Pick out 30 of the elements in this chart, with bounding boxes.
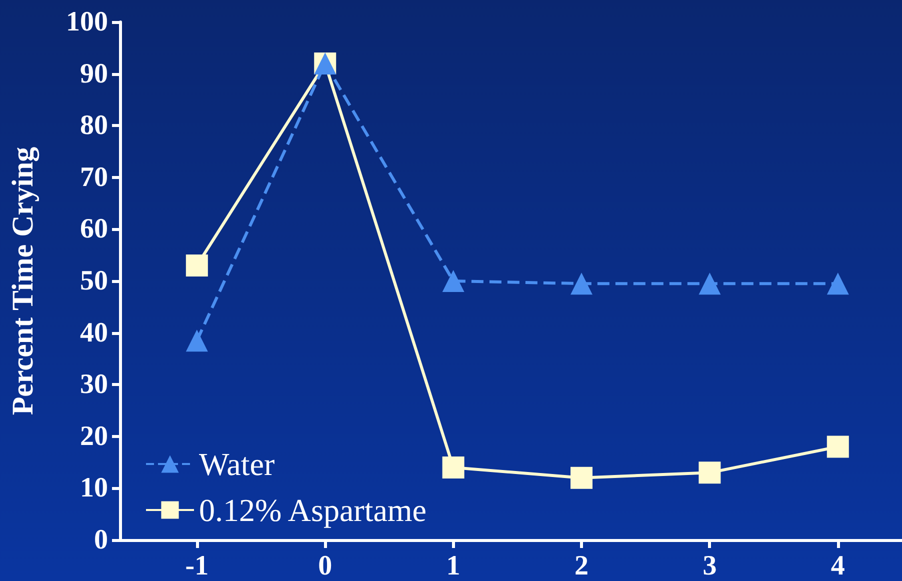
y-tick-label: 80: [80, 110, 108, 142]
point: [570, 272, 593, 295]
y-tick-label: 20: [80, 420, 108, 452]
y-tick-label: 70: [80, 162, 108, 193]
y-tick-label: 40: [80, 317, 108, 348]
x-tick-label: -1: [185, 550, 209, 581]
point: [698, 272, 721, 295]
x-tick-label: 1: [446, 550, 460, 581]
point: [186, 254, 208, 276]
y-axis-title: Percent Time Crying: [6, 146, 40, 416]
point: [442, 456, 464, 478]
legend-label: 0.12% Aspartame: [199, 492, 426, 528]
legend-label: Water: [199, 446, 275, 482]
y-tick-label: 30: [80, 369, 108, 400]
y-tick-label: 90: [80, 58, 108, 90]
x-tick-label: 2: [574, 550, 589, 581]
y-tick-label: 100: [66, 6, 108, 38]
y-tick-label: 50: [80, 266, 108, 296]
y-tick-label: 10: [80, 472, 108, 504]
point: [186, 330, 208, 352]
x-tick-label: 3: [702, 550, 717, 581]
point: [442, 270, 464, 292]
x-tick-label: 4: [830, 550, 845, 581]
point: [826, 272, 849, 295]
point: [570, 466, 593, 489]
y-tick-label: 0: [94, 524, 108, 556]
point: [698, 462, 721, 484]
point: [826, 436, 849, 458]
y-tick-label: 60: [80, 214, 108, 245]
x-tick-label: 0: [318, 550, 332, 581]
